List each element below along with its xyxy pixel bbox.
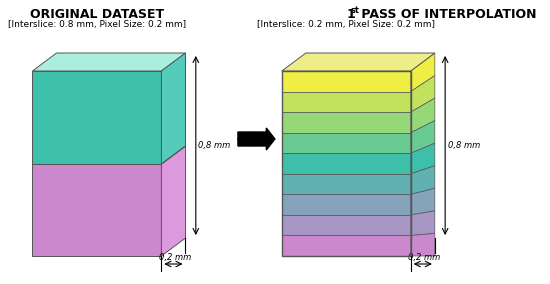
Polygon shape (282, 153, 411, 174)
Polygon shape (282, 112, 411, 133)
Polygon shape (282, 235, 411, 256)
Text: [Interslice: 0.8 mm, Pixel Size: 0.2 mm]: [Interslice: 0.8 mm, Pixel Size: 0.2 mm] (8, 20, 186, 29)
Polygon shape (32, 71, 162, 164)
Text: 0,8 mm: 0,8 mm (448, 141, 480, 150)
Polygon shape (411, 98, 435, 133)
Polygon shape (282, 133, 411, 153)
Polygon shape (32, 164, 162, 256)
Polygon shape (411, 233, 435, 256)
Polygon shape (282, 153, 411, 174)
Polygon shape (411, 143, 435, 174)
Text: st: st (350, 6, 360, 15)
Polygon shape (282, 91, 411, 112)
Polygon shape (411, 53, 435, 91)
Text: 0,2 mm: 0,2 mm (409, 253, 441, 262)
Polygon shape (411, 166, 435, 194)
Polygon shape (282, 174, 411, 194)
Polygon shape (282, 235, 411, 256)
Polygon shape (32, 53, 185, 71)
Polygon shape (282, 53, 435, 71)
Polygon shape (282, 71, 411, 91)
Polygon shape (411, 188, 435, 215)
Text: [Interslice: 0.2 mm, Pixel Size: 0.2 mm]: [Interslice: 0.2 mm, Pixel Size: 0.2 mm] (257, 20, 435, 29)
Polygon shape (162, 146, 185, 256)
Text: 0,2 mm: 0,2 mm (159, 253, 191, 262)
Polygon shape (282, 133, 411, 153)
Polygon shape (411, 76, 435, 112)
Text: PASS OF INTERPOLATION: PASS OF INTERPOLATION (358, 8, 537, 21)
Polygon shape (411, 211, 435, 235)
Polygon shape (282, 215, 411, 235)
Polygon shape (282, 215, 411, 235)
Polygon shape (282, 112, 411, 133)
FancyArrow shape (238, 128, 275, 150)
Polygon shape (282, 174, 411, 194)
Polygon shape (282, 194, 411, 215)
Polygon shape (162, 53, 185, 164)
Text: 0,8 mm: 0,8 mm (199, 141, 230, 150)
Polygon shape (282, 71, 411, 91)
Text: 1: 1 (346, 8, 355, 21)
Text: ORIGINAL DATASET: ORIGINAL DATASET (30, 8, 164, 21)
Polygon shape (282, 194, 411, 215)
Polygon shape (282, 91, 411, 112)
Polygon shape (411, 121, 435, 153)
